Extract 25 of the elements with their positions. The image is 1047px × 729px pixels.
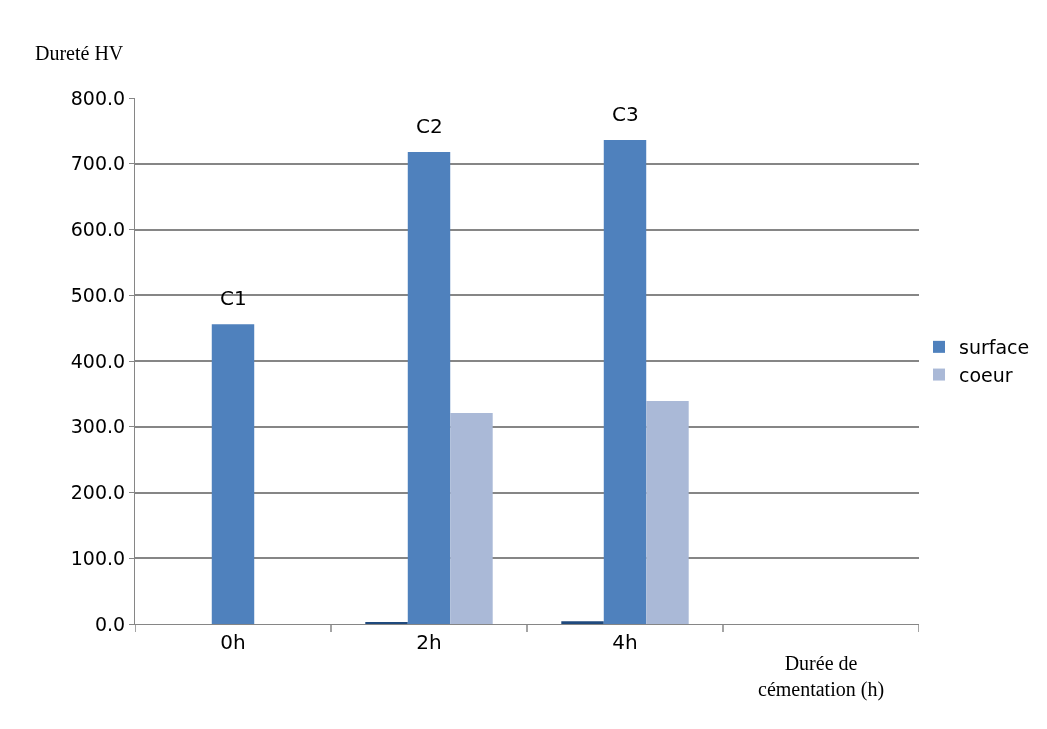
y-tick-label: 200.0: [70, 481, 126, 504]
x-tick-label: 0h: [220, 630, 246, 654]
y-tick-label: 700.0: [70, 152, 126, 175]
x-tick-label: 2h: [416, 630, 442, 654]
y-tick-label: 300.0: [70, 415, 126, 438]
x-tick-label: 4h: [612, 630, 638, 654]
annotation: C2: [416, 114, 443, 138]
bar: [603, 140, 647, 624]
y-axis-title: Dureté HV: [35, 42, 124, 64]
bar: [450, 412, 493, 624]
annotation: C3: [612, 102, 639, 126]
bar: [646, 401, 689, 624]
legend-label: surface: [959, 336, 1030, 359]
y-tick-label: 600.0: [70, 218, 126, 241]
y-tick-label: 400.0: [70, 349, 126, 372]
bar: [211, 324, 255, 624]
legend-label: coeur: [959, 363, 1013, 386]
bar: [561, 621, 604, 624]
y-tick-label: 800.0: [70, 86, 126, 109]
y-tick-label: 0.0: [94, 612, 126, 635]
y-tick-label: 500.0: [70, 283, 126, 306]
annotation: C1: [220, 286, 247, 310]
y-tick-label: 100.0: [70, 546, 126, 569]
x-axis-title: Durée de cémentation (h): [758, 652, 885, 701]
bar: [407, 151, 451, 624]
